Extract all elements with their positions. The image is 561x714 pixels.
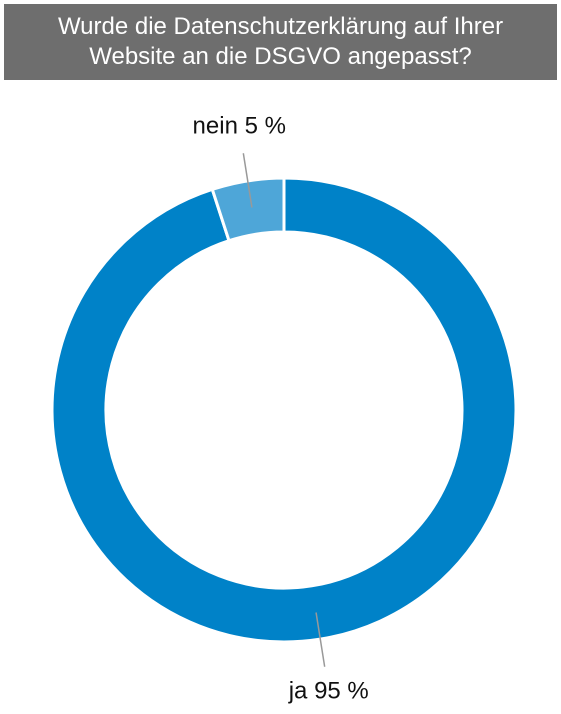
value-label: 5 % xyxy=(245,113,286,140)
chart-title: Wurde die Datenschutzerklärung auf Ihrer… xyxy=(4,4,557,80)
value-label: 95 % xyxy=(314,678,369,705)
donut-segment xyxy=(50,176,518,644)
data-label: nein 5 % xyxy=(193,113,286,140)
leader-line xyxy=(315,612,326,667)
donut-segment xyxy=(210,176,286,243)
data-label: ja 95 % xyxy=(288,678,369,705)
leader-line xyxy=(242,153,253,208)
category-label: ja xyxy=(288,678,308,705)
category-label: nein xyxy=(193,113,238,140)
